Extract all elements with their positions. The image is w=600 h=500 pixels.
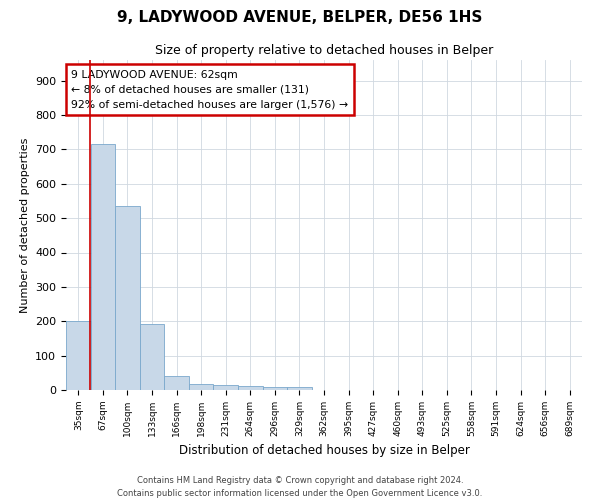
Y-axis label: Number of detached properties: Number of detached properties bbox=[20, 138, 29, 312]
Bar bbox=[263, 387, 287, 390]
Bar bbox=[238, 386, 263, 390]
Bar bbox=[214, 385, 238, 390]
X-axis label: Distribution of detached houses by size in Belper: Distribution of detached houses by size … bbox=[179, 444, 469, 458]
Bar bbox=[189, 384, 214, 390]
Bar bbox=[91, 144, 115, 390]
Text: 9, LADYWOOD AVENUE, BELPER, DE56 1HS: 9, LADYWOOD AVENUE, BELPER, DE56 1HS bbox=[118, 10, 482, 25]
Bar bbox=[164, 376, 189, 390]
Text: 9 LADYWOOD AVENUE: 62sqm
← 8% of detached houses are smaller (131)
92% of semi-d: 9 LADYWOOD AVENUE: 62sqm ← 8% of detache… bbox=[71, 70, 348, 110]
Title: Size of property relative to detached houses in Belper: Size of property relative to detached ho… bbox=[155, 44, 493, 58]
Bar bbox=[287, 386, 312, 390]
Text: Contains HM Land Registry data © Crown copyright and database right 2024.
Contai: Contains HM Land Registry data © Crown c… bbox=[118, 476, 482, 498]
Bar bbox=[115, 206, 140, 390]
Bar bbox=[140, 324, 164, 390]
Bar bbox=[66, 322, 91, 390]
